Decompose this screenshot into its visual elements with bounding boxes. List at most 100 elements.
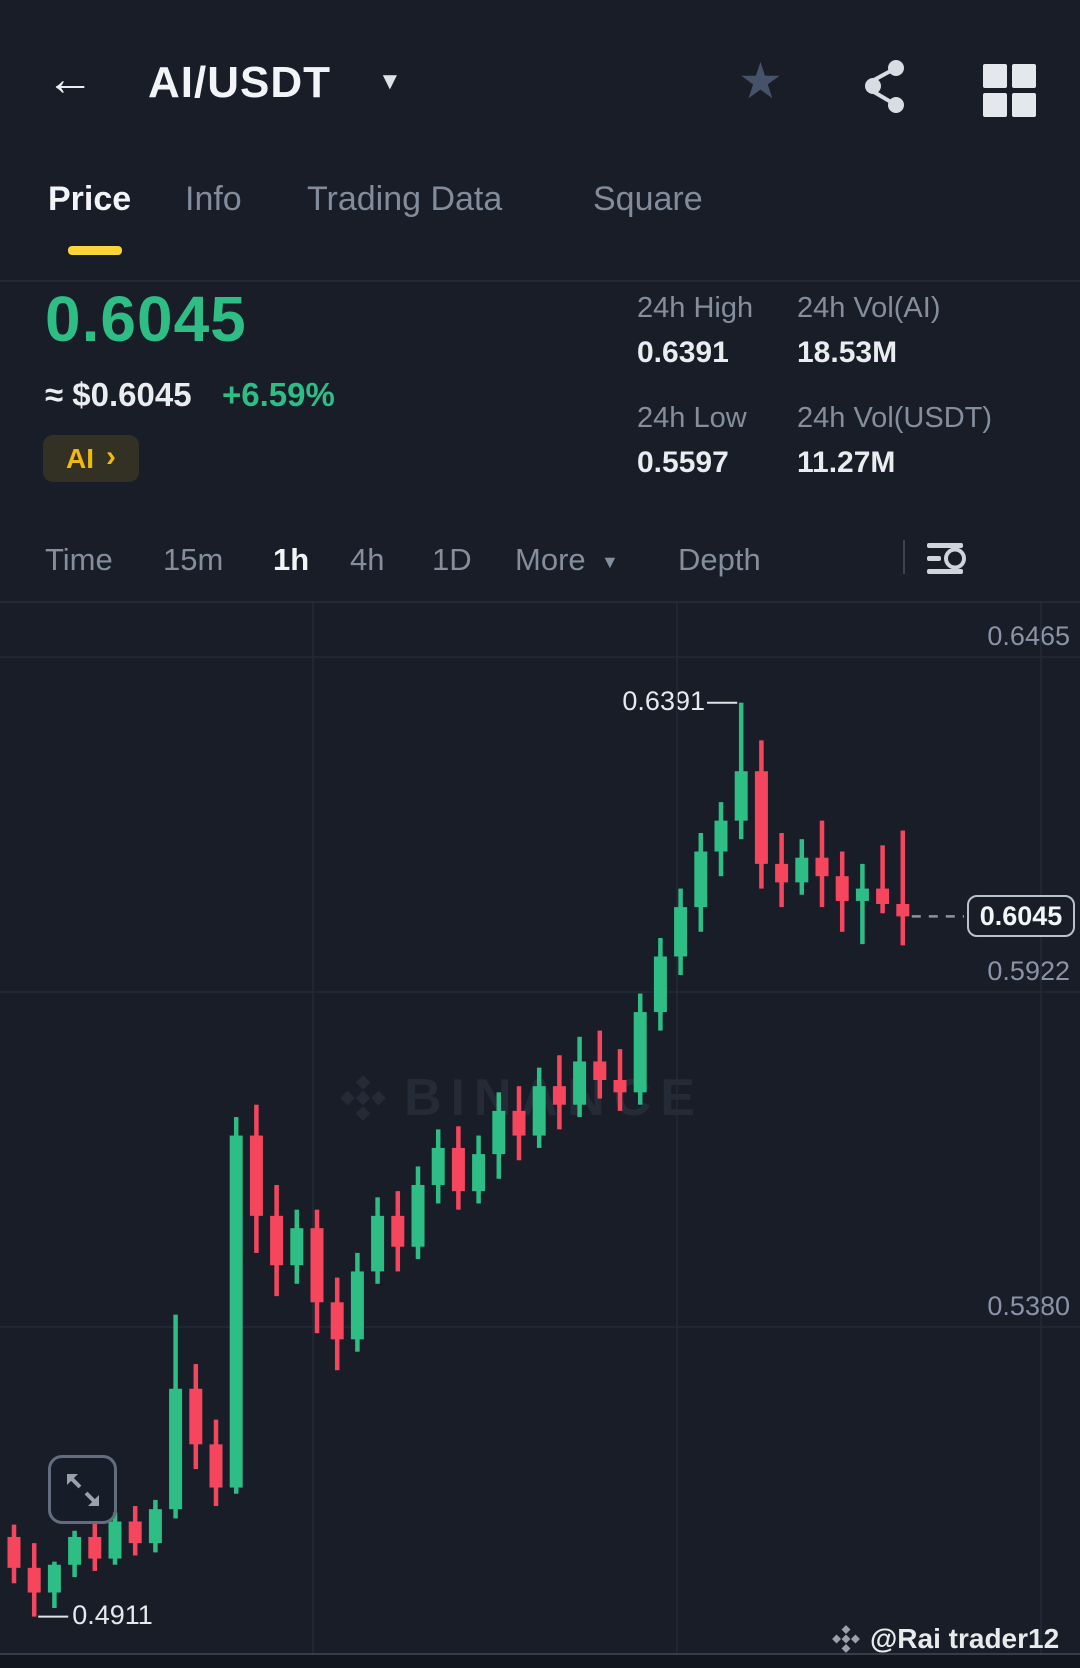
pair-dropdown-icon[interactable]: ▼ [378,68,402,95]
credit-watermark: @Rai trader12 [832,1623,1059,1655]
candle-body [835,876,849,901]
bottom-section-edge [0,1653,1080,1668]
candle-body [633,1012,647,1093]
stat-volai-label: 24h Vol(AI) [797,292,941,324]
candle-body [552,1086,566,1105]
tf-1d[interactable]: 1D [432,542,472,577]
expand-arrows-icon [66,1473,99,1506]
chart-top-border [0,601,1080,603]
candle-wick [860,863,865,945]
toolbar-divider [903,540,905,574]
candle-body [229,1135,243,1488]
candle-body [775,863,789,883]
tf-4h[interactable]: 4h [350,542,385,577]
tf-1h[interactable]: 1h [273,542,310,577]
candle-body [371,1215,385,1272]
token-tag-label: AI [66,442,94,474]
candle-body [330,1302,344,1340]
share-icon[interactable] [862,58,908,121]
candle-body [431,1147,445,1185]
low-price-annotation: 0.4911 [72,1599,153,1630]
candle-body [532,1086,546,1136]
back-icon[interactable]: ← [46,53,94,106]
candle-body [47,1564,61,1593]
tab-info[interactable]: Info [185,180,242,218]
candle-body [169,1388,183,1510]
stat-volusdt-label: 24h Vol(USDT) [797,402,993,434]
tf-15m[interactable]: 15m [163,542,224,577]
stat-volusdt-value: 11.27M [797,446,896,479]
change-percent: +6.59% [222,376,335,413]
candle-body [290,1228,304,1266]
stat-high-label: 24h High [637,292,754,324]
candle-body [896,904,910,917]
candle-body [189,1388,203,1445]
candle-body [754,771,768,864]
candle-body [492,1110,506,1155]
tab-square[interactable]: Square [593,180,703,218]
y-axis-label: 0.5380 [987,1291,1070,1321]
stat-low-value: 0.5597 [637,446,729,479]
credit-text: @Rai trader12 [870,1623,1060,1654]
indicator-settings-icon[interactable] [925,540,969,583]
candle-wick [900,830,906,946]
candle-body [815,857,829,877]
tf-depth[interactable]: Depth [678,542,761,577]
expand-chart-button[interactable] [48,1455,117,1524]
candle-body [88,1536,102,1559]
chart-pan-area[interactable] [0,603,1080,1653]
chevron-right-icon: › [106,439,116,473]
tab-trading-data[interactable]: Trading Data [307,180,503,218]
candle-body [270,1215,284,1266]
candle-body [68,1536,82,1565]
candle-body [855,888,869,901]
candle-body [209,1444,223,1488]
stat-volai-value: 18.53M [797,336,898,369]
candle-body [310,1228,324,1303]
tf-more[interactable]: More [515,542,586,577]
binance-logo-small-icon [832,1625,860,1653]
candle-body [734,771,748,821]
fiat-approx: ≈ $0.6045 [45,376,192,413]
candle-body [27,1567,41,1593]
candle-body [795,857,809,883]
candle-body [108,1521,122,1559]
candle-body [714,820,728,852]
candle-body [451,1147,465,1192]
candle-body [249,1135,263,1216]
pair-title[interactable]: AI/USDT [148,58,331,107]
y-axis-label: 0.6465 [987,621,1070,651]
favorite-star-icon[interactable]: ★ [738,53,783,109]
candle-wick [880,845,885,914]
last-price: 0.6045 [45,283,247,355]
token-tag-badge[interactable]: AI › [43,435,139,482]
tab-price[interactable]: Price [48,180,132,218]
candle-body [128,1521,142,1544]
more-caret-icon[interactable]: ▼ [601,552,619,572]
candle-body [593,1061,607,1080]
candle-body [653,956,667,1013]
candle-body [391,1215,405,1247]
candle-body [674,907,688,957]
candle-body [411,1184,425,1247]
tf-time[interactable]: Time [45,542,113,577]
candle-body [148,1509,162,1544]
candle-body [876,888,890,905]
candle-body [350,1271,364,1340]
tabs-separator [0,280,1080,282]
high-price-annotation: 0.6391 [622,685,705,716]
layout-grid-icon[interactable] [983,64,1036,117]
candle-body [694,851,708,908]
candle-body [573,1061,587,1105]
candle-body [472,1154,486,1192]
stat-low-label: 24h Low [637,402,747,434]
binance-logo-icon [340,1075,386,1121]
last-price-tag: 0.6045 [967,895,1075,938]
stat-high-value: 0.6391 [637,336,729,369]
candle-body [613,1079,627,1093]
candle-wick [738,702,744,840]
candle-body [512,1110,526,1136]
y-axis-label: 0.5922 [987,956,1070,986]
